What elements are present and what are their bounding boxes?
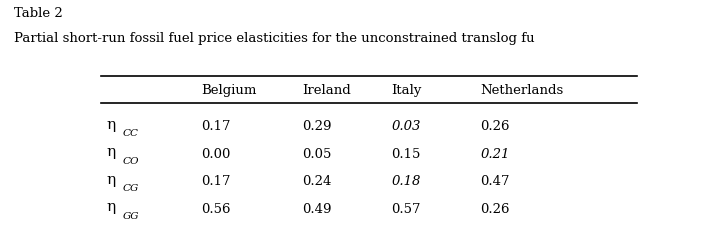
Text: 0.00: 0.00	[202, 147, 231, 160]
Text: η: η	[107, 172, 116, 186]
Text: 0.15: 0.15	[392, 147, 420, 160]
Text: Ireland: Ireland	[302, 84, 351, 97]
Text: 0.49: 0.49	[302, 202, 331, 215]
Text: 0.29: 0.29	[302, 120, 331, 133]
Text: Netherlands: Netherlands	[481, 84, 564, 97]
Text: 0.57: 0.57	[392, 202, 420, 215]
Text: η: η	[107, 227, 116, 229]
Text: 0.03: 0.03	[392, 120, 420, 133]
Text: η: η	[107, 199, 116, 213]
Text: 0.18: 0.18	[392, 174, 420, 187]
Text: GG: GG	[122, 211, 139, 220]
Text: 0.26: 0.26	[481, 120, 510, 133]
Text: 0.26: 0.26	[481, 202, 510, 215]
Text: η: η	[107, 145, 116, 159]
Text: Partial short-run fossil fuel price elasticities for the unconstrained translog : Partial short-run fossil fuel price elas…	[14, 32, 535, 45]
Text: CC: CC	[122, 129, 138, 138]
Text: 0.17: 0.17	[202, 120, 231, 133]
Text: η: η	[107, 117, 116, 131]
Text: 0.56: 0.56	[202, 202, 231, 215]
Text: 0.17: 0.17	[202, 174, 231, 187]
Text: 0.24: 0.24	[302, 174, 331, 187]
Text: 0.21: 0.21	[481, 147, 510, 160]
Text: Table 2: Table 2	[14, 7, 63, 20]
Text: 0.05: 0.05	[302, 147, 331, 160]
Text: 0.47: 0.47	[481, 174, 510, 187]
Text: Italy: Italy	[392, 84, 422, 97]
Text: CO: CO	[122, 156, 139, 165]
Text: CG: CG	[122, 183, 139, 192]
Text: Belgium: Belgium	[202, 84, 257, 97]
